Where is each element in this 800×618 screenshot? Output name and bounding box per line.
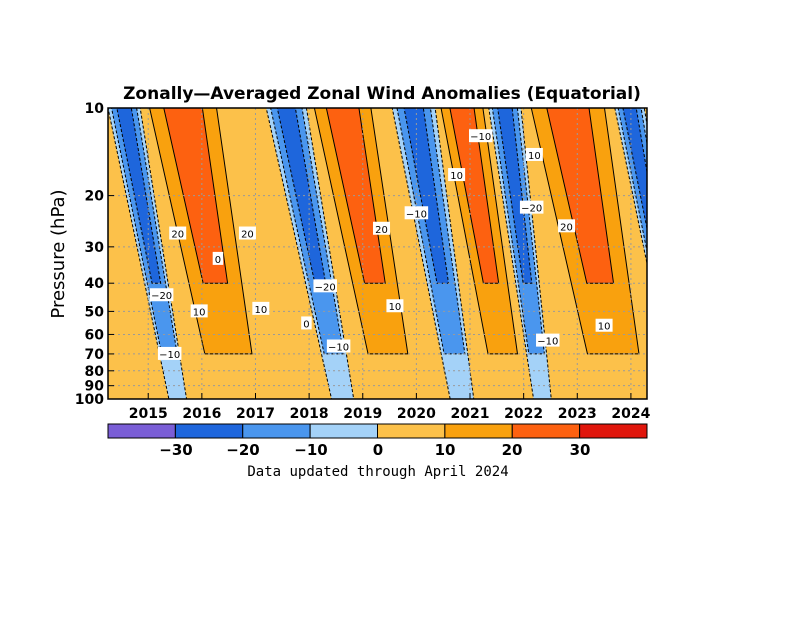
- colorbar-box-10-to-20: [444, 423, 513, 439]
- contour-label-2: 10: [193, 307, 206, 318]
- contour-label-bg-6: [252, 301, 270, 315]
- contour-label-bg-11: [386, 299, 404, 313]
- westerly-phase-1-level-25: [325, 108, 386, 284]
- colorbar-label-10: 10: [435, 441, 456, 459]
- colorbar-label-neg20: −20: [226, 441, 259, 459]
- plot-frame: [107, 107, 648, 400]
- contour-label-bg-4: [212, 251, 224, 265]
- x-tick-label-2020: 2020: [397, 406, 436, 422]
- x-tick-label-2017: 2017: [236, 406, 275, 422]
- y-tick-label-40: 40: [85, 276, 105, 292]
- contour-label-14: −10: [470, 132, 491, 143]
- colorbar-label-20: 20: [502, 441, 523, 459]
- contour-label-5: 20: [241, 230, 254, 241]
- contour-label-4: 0: [215, 255, 221, 266]
- contour-label-bg-16: [525, 147, 543, 161]
- contour-label-17: 20: [560, 222, 573, 233]
- grid-lines: [108, 108, 647, 399]
- contour-label-7: 0: [303, 319, 309, 330]
- contour-label-0: 20: [171, 230, 184, 241]
- contour-label-1: −20: [151, 291, 172, 302]
- colorbar-box-30-to-40: [579, 423, 648, 439]
- colorbar-box-0-to-10: [377, 423, 446, 439]
- x-tick-label-2021: 2021: [451, 406, 490, 422]
- colorbar-label-30: 30: [570, 441, 591, 459]
- x-tick-label-2018: 2018: [290, 406, 329, 422]
- contour-label-13: 10: [450, 171, 463, 182]
- colorbar-label-neg30: −30: [159, 441, 192, 459]
- chart-title: Zonally—Averaged Zonal Wind Anomalies (E…: [123, 84, 641, 104]
- contour-label-bg-10: [373, 221, 391, 235]
- contour-label-19: 10: [598, 322, 611, 333]
- y-tick-label-80: 80: [85, 364, 105, 380]
- y-tick-label-10: 10: [85, 101, 105, 117]
- x-tick-label-2023: 2023: [558, 406, 597, 422]
- x-tick-label-2019: 2019: [343, 406, 382, 422]
- contour-label-bg-3: [157, 346, 182, 360]
- contour-label-6: 10: [254, 305, 267, 316]
- x-tick-label-2015: 2015: [129, 406, 168, 422]
- y-tick-label-60: 60: [85, 327, 105, 343]
- colorbar-label-neg10: −10: [294, 441, 327, 459]
- colorbar-box-20-to-30: [511, 423, 581, 439]
- colorbar-box--10-to-0: [309, 423, 378, 439]
- contour-label-12: −10: [406, 209, 427, 220]
- contour-label-bg-9: [326, 339, 351, 353]
- contour-label-bg-17: [558, 219, 576, 233]
- colorbar-label-zero: 0: [373, 441, 383, 459]
- x-tick-label-2024: 2024: [611, 406, 650, 422]
- anomaly-field: [108, 108, 647, 399]
- y-axis-label: Pressure (hPa): [48, 189, 69, 318]
- y-tick-label-70: 70: [85, 347, 105, 363]
- contour-label-bg-13: [448, 168, 466, 182]
- contour-label-3: −10: [159, 350, 180, 361]
- axis-ticks: 2015 2016 2017 2018 2019 2020 2021 2022 2023 2024…: [75, 101, 651, 422]
- contour-label-bg-0: [169, 226, 187, 240]
- colorbar: −30 −20 −10 0 10 20 30: [107, 423, 648, 459]
- y-tick-label-20: 20: [85, 189, 105, 205]
- x-tick-label-2016: 2016: [182, 406, 221, 422]
- contour-label-8: −20: [315, 282, 336, 293]
- contour-label-bg-5: [238, 226, 256, 240]
- contour-label-bg-12: [404, 206, 429, 220]
- colorbar-box--30-to--20: [174, 423, 244, 439]
- contour-label-9: −10: [328, 342, 349, 353]
- contour-label-bg-7: [301, 316, 312, 330]
- contour-label-18: −10: [537, 337, 558, 348]
- contour-label-11: 10: [389, 302, 402, 313]
- contour-label-15: −20: [521, 204, 542, 215]
- y-tick-label-90: 90: [85, 379, 105, 395]
- y-tick-label-30: 30: [85, 240, 105, 256]
- contour-label-bg-19: [595, 318, 613, 332]
- y-tick-label-50: 50: [85, 304, 105, 320]
- data-updated-note: Data updated through April 2024: [247, 464, 508, 480]
- easterly-phase-4-level-25: [622, 108, 647, 232]
- x-tick-label-2022: 2022: [504, 406, 543, 422]
- contour-labels: 20 −20 10 −10 0 20 10 0 −20 −10 20 10 −10 10 −10 −20 10 2…: [149, 129, 613, 361]
- contour-label-bg-1: [149, 288, 174, 302]
- colorbar-box--20-to--10: [242, 423, 311, 439]
- contour-label-bg-8: [313, 279, 337, 293]
- contour-label-bg-14: [468, 129, 493, 143]
- westerly-phase-0-level-25: [163, 108, 229, 284]
- contour-label-bg-18: [536, 333, 560, 347]
- colorbar-box--40-to--30: [107, 423, 176, 439]
- y-tick-label-100: 100: [75, 392, 104, 408]
- plot-area: 20−2010−10020100−20−102010−1010−10−20102…: [75, 101, 651, 422]
- contour-label-10: 20: [375, 225, 388, 236]
- contour-label-bg-15: [519, 200, 544, 214]
- contour-label-bg-2: [190, 304, 208, 318]
- contour-label-16: 10: [528, 151, 541, 162]
